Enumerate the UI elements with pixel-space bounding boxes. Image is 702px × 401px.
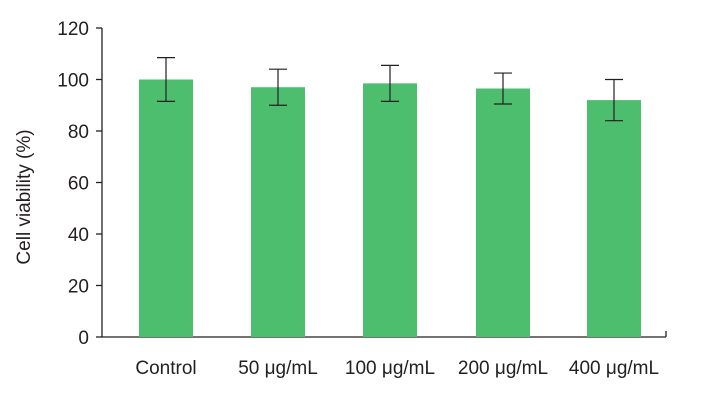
x-axis: Control 50 μg/mL 100 μg/mL 200 μg/mL 400 μg/… bbox=[102, 331, 667, 379]
y-tick-label: 20 bbox=[68, 277, 89, 298]
y-axis: 0 20 40 60 80 100 120 bbox=[57, 19, 103, 349]
y-tick-label: 40 bbox=[68, 225, 89, 246]
y-tick-label: 120 bbox=[57, 19, 89, 40]
bar bbox=[476, 88, 530, 337]
y-axis-title: Cell viability (%) bbox=[14, 129, 35, 264]
y-tick-label: 0 bbox=[78, 328, 89, 349]
x-tick-label: 100 μg/mL bbox=[345, 358, 435, 379]
x-tick-label: 50 μg/mL bbox=[238, 358, 318, 379]
x-tick-label: 200 μg/mL bbox=[458, 358, 548, 379]
y-tick-label: 100 bbox=[57, 71, 89, 92]
x-tick-label: 400 μg/mL bbox=[569, 358, 659, 379]
bars bbox=[139, 79, 641, 337]
error-bars bbox=[157, 57, 623, 122]
bar bbox=[251, 87, 305, 337]
bar bbox=[363, 83, 417, 337]
y-tick-label: 80 bbox=[68, 122, 89, 143]
bar bbox=[139, 79, 193, 337]
x-tick-label: Control bbox=[135, 358, 196, 379]
y-tick-label: 60 bbox=[68, 174, 89, 195]
bar bbox=[587, 100, 641, 337]
